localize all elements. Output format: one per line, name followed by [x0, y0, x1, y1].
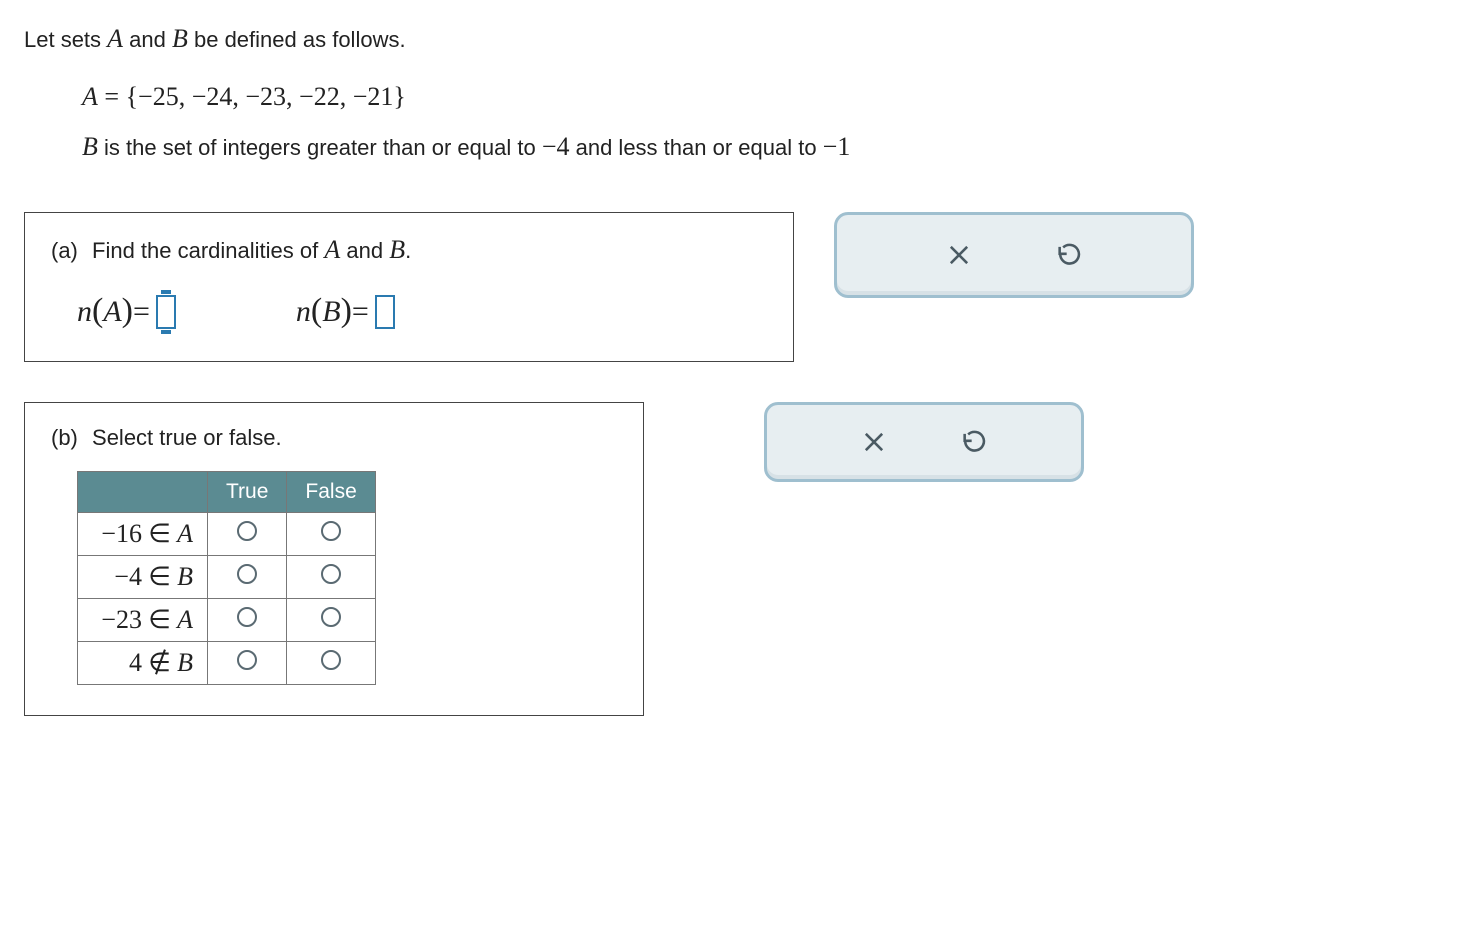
header-blank	[78, 472, 208, 513]
row1-true-radio[interactable]	[237, 564, 257, 584]
row3-false-radio[interactable]	[321, 650, 341, 670]
undo-icon	[1055, 241, 1083, 269]
set-b-pre: is the set of integers greater than or e…	[98, 135, 542, 160]
set-a-open: {	[126, 82, 138, 111]
reset-button[interactable]	[1049, 235, 1089, 275]
cardinality-b-input[interactable]	[375, 295, 395, 329]
header-false: False	[287, 472, 375, 513]
part-a-B: B	[389, 235, 405, 264]
part-a-period: .	[405, 238, 411, 263]
set-a-close: }	[393, 82, 405, 111]
set-b-lhs: B	[82, 132, 98, 161]
clear-button[interactable]	[939, 235, 979, 275]
nB-lp: (	[311, 292, 322, 330]
cardinality-b: n(B) =	[296, 293, 395, 331]
set-a-definition: A = {−25, −24, −23, −22, −21}	[82, 82, 1436, 112]
part-a-and: and	[340, 238, 389, 263]
undo-icon	[960, 428, 988, 456]
set-b-definition: B is the set of integers greater than or…	[82, 132, 1436, 162]
intro-text-pre: Let sets	[24, 27, 107, 52]
nA-rp: )	[122, 292, 133, 330]
set-b-hi: −1	[823, 132, 851, 161]
part-a-prompt: (a) Find the cardinalities of A and B.	[51, 235, 767, 265]
nA-lp: (	[92, 292, 103, 330]
table-row: −16 ∈ A	[78, 513, 376, 556]
close-icon	[860, 428, 888, 456]
part-a-box: (a) Find the cardinalities of A and B. n…	[24, 212, 794, 362]
stmt-3: 4 ∉ B	[78, 642, 208, 685]
header-true: True	[208, 472, 287, 513]
part-b-box: (b) Select true or false. True False −16…	[24, 402, 644, 716]
row0-false-radio[interactable]	[321, 521, 341, 541]
row1-false-radio[interactable]	[321, 564, 341, 584]
set-a-elems: −25, −24, −23, −22, −21	[138, 82, 393, 111]
part-b-text: Select true or false.	[92, 425, 282, 450]
reset-button-b[interactable]	[954, 422, 994, 462]
cardinality-a-input[interactable]	[156, 295, 176, 329]
nA-eq: =	[133, 295, 150, 329]
part-b-prompt: (b) Select true or false.	[51, 425, 617, 451]
nA-var: A	[103, 295, 121, 329]
set-b-lo: −4	[542, 132, 570, 161]
stmt-0: −16 ∈ A	[78, 513, 208, 556]
set-a-eq: =	[98, 82, 126, 111]
set-a-lhs: A	[82, 82, 98, 111]
part-a-text: Find the cardinalities of	[92, 238, 324, 263]
stmt-1: −4 ∈ B	[78, 556, 208, 599]
intro-text-mid: and	[123, 27, 172, 52]
row0-true-radio[interactable]	[237, 521, 257, 541]
part-a-tool-panel	[834, 212, 1194, 298]
nB-eq: =	[352, 295, 369, 329]
close-icon	[945, 241, 973, 269]
set-a-var: A	[107, 24, 123, 53]
nB-var: B	[322, 295, 340, 329]
row2-true-radio[interactable]	[237, 607, 257, 627]
nB-n: n	[296, 295, 311, 329]
stmt-2: −23 ∈ A	[78, 599, 208, 642]
table-row: 4 ∉ B	[78, 642, 376, 685]
true-false-table: True False −16 ∈ A −4 ∈ B −23 ∈ A 4 ∉ B	[77, 471, 376, 685]
table-row: −4 ∈ B	[78, 556, 376, 599]
problem-intro: Let sets A and B be defined as follows.	[24, 24, 1436, 54]
row3-true-radio[interactable]	[237, 650, 257, 670]
intro-text-post: be defined as follows.	[188, 27, 406, 52]
clear-button-b[interactable]	[854, 422, 894, 462]
row2-false-radio[interactable]	[321, 607, 341, 627]
part-a-label: (a)	[51, 238, 78, 264]
table-row: −23 ∈ A	[78, 599, 376, 642]
part-b-tool-panel	[764, 402, 1084, 482]
part-b-label: (b)	[51, 425, 78, 451]
table-header-row: True False	[78, 472, 376, 513]
part-a-A: A	[324, 235, 340, 264]
set-b-var: B	[172, 24, 188, 53]
cardinality-a: n(A) =	[77, 293, 176, 331]
nA-n: n	[77, 295, 92, 329]
set-b-mid: and less than or equal to	[570, 135, 823, 160]
nB-rp: )	[341, 292, 352, 330]
